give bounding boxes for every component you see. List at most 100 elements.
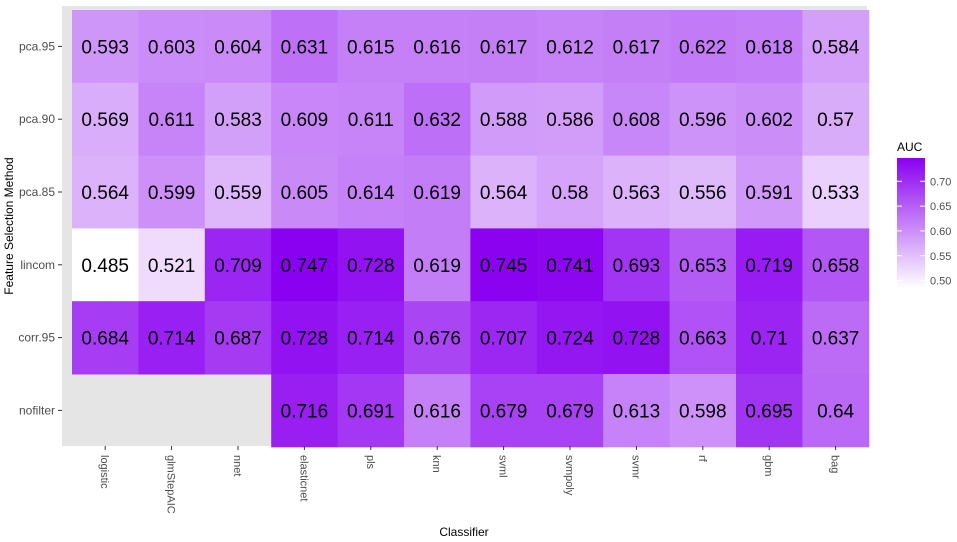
heatmap-cell (669, 10, 737, 84)
heatmap-cell-label: 0.714 (347, 329, 395, 350)
x-tick-label: pls (364, 455, 376, 470)
heatmap-cell (536, 228, 604, 302)
x-tick-label: knn (430, 455, 442, 473)
heatmap-cell-label: 0.728 (281, 329, 329, 350)
heatmap-cell (204, 301, 272, 375)
heatmap-cell (669, 374, 737, 448)
heatmap-cell (72, 155, 139, 229)
heatmap-cell-label: 0.616 (413, 37, 461, 58)
y-tick-label: pca.95 (19, 39, 55, 53)
heatmap-cell (404, 10, 471, 84)
heatmap-cell-label: 0.485 (81, 256, 129, 277)
heatmap-cell (337, 228, 405, 302)
y-tick-label: nofilter (19, 403, 55, 417)
x-tick-label: svml (497, 455, 509, 478)
legend-tick-label: 0.55 (930, 251, 951, 263)
heatmap-cell-label: 0.679 (480, 401, 528, 422)
heatmap-cell (138, 82, 206, 157)
legend-tick-label: 0.70 (930, 176, 951, 188)
heatmap-cell-label: 0.71 (751, 329, 788, 350)
heatmap-cell-label: 0.676 (413, 329, 461, 350)
heatmap-cell (802, 82, 870, 157)
heatmap-cell (802, 301, 870, 375)
heatmap-cell-label: 0.521 (148, 256, 196, 277)
heatmap-cell-label: 0.599 (148, 183, 196, 204)
heatmap-cell (337, 82, 405, 157)
heatmap-cell (72, 10, 139, 84)
heatmap-cell (536, 82, 604, 157)
heatmap-cell-label: 0.622 (679, 37, 727, 58)
heatmap-cell (736, 374, 803, 448)
heatmap-cell-label: 0.588 (480, 110, 528, 131)
heatmap-cell-label: 0.714 (148, 329, 196, 350)
legend-tick-label: 0.50 (930, 276, 951, 288)
heatmap-cell (404, 155, 471, 229)
heatmap-cell-label: 0.728 (347, 256, 395, 277)
heatmap-cell-label: 0.716 (281, 401, 329, 422)
heatmap-cell (138, 10, 206, 84)
heatmap-cell-label: 0.64 (817, 401, 854, 422)
x-tick-label: logistic (98, 455, 110, 489)
heatmap-cell (669, 228, 737, 302)
heatmap-cell-label: 0.709 (214, 256, 262, 277)
heatmap-cell-label: 0.591 (745, 183, 793, 204)
x-tick-label: rf (696, 455, 708, 463)
heatmap-cell-label: 0.719 (745, 256, 793, 277)
heatmap-cell-label: 0.609 (281, 110, 329, 131)
y-axis-title: Feature Selection Method (2, 157, 16, 294)
heatmap-cell (337, 10, 405, 84)
heatmap-cell-label: 0.631 (281, 37, 329, 58)
heatmap-cell (72, 301, 139, 375)
heatmap-cell (603, 155, 671, 229)
heatmap-cell-label: 0.741 (546, 256, 594, 277)
heatmap-cell-label: 0.691 (347, 401, 395, 422)
heatmap-cell-label: 0.533 (812, 183, 860, 204)
heatmap-cell (536, 374, 604, 448)
heatmap-cell (536, 10, 604, 84)
heatmap-cell (404, 374, 471, 448)
heatmap-cell (138, 228, 206, 302)
heatmap-cell-label: 0.687 (214, 329, 262, 350)
heatmap-cell-label: 0.564 (81, 183, 129, 204)
heatmap-cell-label: 0.605 (281, 183, 329, 204)
heatmap-cell-label: 0.615 (347, 37, 395, 58)
x-tick-label: glmStepAIC (165, 455, 177, 514)
legend-title: AUC (897, 140, 923, 154)
heatmap-cell (470, 374, 538, 448)
heatmap-cell-label: 0.559 (214, 183, 262, 204)
heatmap-cell (404, 301, 471, 375)
heatmap-cell-label: 0.586 (546, 110, 594, 131)
heatmap-cell-label: 0.556 (679, 183, 727, 204)
heatmap-cell-label: 0.564 (480, 183, 528, 204)
heatmap-cell-labels: 0.593 0.603 0.604 0.631 0.615 0.616 0.617 0.612… (81, 37, 859, 422)
heatmap-cell (72, 228, 139, 302)
heatmap-cell-label: 0.616 (413, 401, 461, 422)
heatmap-cell-label: 0.593 (81, 37, 129, 58)
heatmap-cell (470, 82, 538, 157)
heatmap-cell (603, 374, 671, 448)
y-tick-label: pca.85 (19, 185, 55, 199)
heatmap-cell-label: 0.603 (148, 37, 196, 58)
legend-colorbar (897, 158, 925, 288)
y-tick-label: corr.95 (18, 331, 55, 345)
heatmap-cell (271, 155, 339, 229)
heatmap-cell (470, 228, 538, 302)
heatmap-cell (536, 301, 604, 375)
heatmap-cell-label: 0.596 (679, 110, 727, 131)
heatmap-cell (271, 374, 339, 448)
heatmap-cell (337, 374, 405, 448)
legend-tick-label: 0.65 (930, 201, 951, 213)
x-tick-label: svmr (629, 455, 641, 479)
heatmap-cell (470, 155, 538, 229)
heatmap-cell (204, 155, 272, 229)
heatmap-cell-label: 0.612 (546, 37, 594, 58)
heatmap-cell (603, 301, 671, 375)
heatmap-cell-label: 0.724 (546, 329, 594, 350)
heatmap-cell-label: 0.617 (480, 37, 528, 58)
heatmap-cell-label: 0.614 (347, 183, 395, 204)
heatmap-cell-label: 0.569 (81, 110, 129, 131)
heatmap-cell-label: 0.602 (745, 110, 793, 131)
heatmap-cell (669, 301, 737, 375)
heatmap-cell (669, 155, 737, 229)
